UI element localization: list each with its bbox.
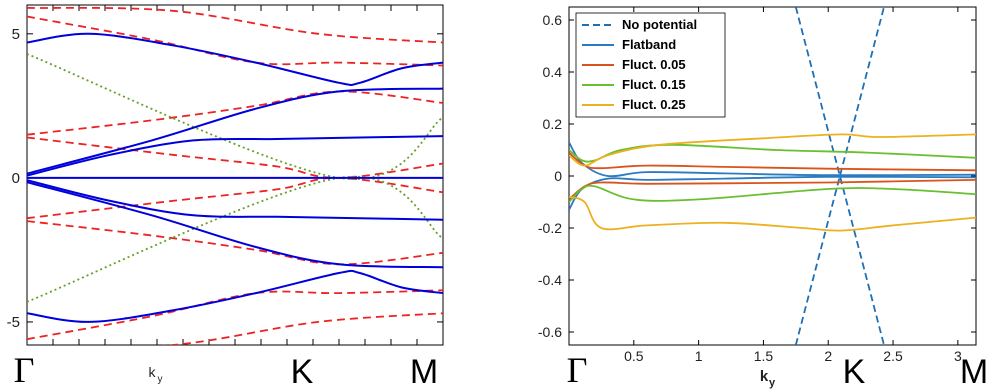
left-dashed-band-0 xyxy=(27,6,443,44)
right-y-tick-label: -0.2 xyxy=(538,220,562,236)
right-series-4-line-1 xyxy=(569,195,976,232)
right-axis-ticks: -0.6 -0.4 -0.2 0 0.2 0.4 0.6 0.5 1 1.5 2 2.5 3 xyxy=(538,7,976,364)
right-x-tick-label: 1.5 xyxy=(754,348,774,364)
right-y-tick-label: -0.4 xyxy=(538,272,562,288)
left-solid-band-0 xyxy=(27,32,443,86)
left-y-tick-label: 0 xyxy=(12,170,20,187)
left-x-label-K: K xyxy=(291,353,314,391)
left-x-label-k-subscript: y xyxy=(158,374,163,385)
plot-area-left xyxy=(26,4,444,346)
left-dashed-band-7 xyxy=(160,312,443,345)
left-solid-band-2 xyxy=(27,135,443,177)
right-series-3-line-1 xyxy=(569,184,976,203)
right-x-tick-label: 0.5 xyxy=(624,348,644,364)
right-y-tick-label: 0.4 xyxy=(543,64,563,80)
flatband-fluctuation-chart-right: -0.6 -0.4 -0.2 0 0.2 0.4 0.6 0.5 1 1.5 2 2.5 3 No po… xyxy=(538,6,988,391)
left-dashed-band-4 xyxy=(27,176,443,220)
right-x-label-gamma: Γ xyxy=(567,350,588,390)
right-series-group xyxy=(569,7,976,345)
left-y-tick-label: -5 xyxy=(7,314,20,331)
left-x-label-M: M xyxy=(410,353,438,391)
right-x-label-M: M xyxy=(960,353,988,391)
right-series-0-line-1 xyxy=(794,7,885,345)
left-solid-band-1 xyxy=(27,87,443,175)
left-dotted-band-1 xyxy=(27,175,443,303)
left-series-group xyxy=(27,6,443,345)
right-y-tick-label: 0 xyxy=(554,168,562,184)
right-x-tick-label: 1 xyxy=(695,348,703,364)
right-x-tick-label: 2.5 xyxy=(883,348,903,364)
right-x-label-K: K xyxy=(843,353,866,391)
left-y-tick-label: 5 xyxy=(12,26,20,43)
right-x-axis-label-k: k xyxy=(760,368,769,385)
legend-label-fluct-015: Fluct. 0.15 xyxy=(622,77,686,92)
left-solid-band-5 xyxy=(27,181,443,269)
right-y-tick-label: 0.2 xyxy=(543,116,563,132)
left-x-label-gamma: Γ xyxy=(14,350,35,390)
left-x-label-k: k xyxy=(149,364,157,380)
left-dashed-band-3 xyxy=(27,136,443,179)
right-series-3-line-0 xyxy=(569,143,976,163)
right-series-4-line-0 xyxy=(569,133,976,167)
right-series-0-line-0 xyxy=(794,7,885,345)
legend-label-fluct-025: Fluct. 0.25 xyxy=(622,97,686,112)
right-y-tick-label: 0.6 xyxy=(543,12,563,28)
left-solid-band-6 xyxy=(27,269,443,323)
band-structure-chart-left: -5 0 5 Γ k y K M xyxy=(7,4,444,391)
legend-label-fluct-005: Fluct. 0.05 xyxy=(622,57,686,72)
right-x-axis-label-subscript: y xyxy=(769,377,776,389)
left-dotted-band-0 xyxy=(27,53,443,181)
legend-label-no-potential: No potential xyxy=(622,17,697,32)
right-x-tick-label: 2 xyxy=(824,348,832,364)
right-x-tick-label: 3 xyxy=(954,348,962,364)
legend: No potential Flatband Fluct. 0.05 Fluct.… xyxy=(575,12,726,118)
legend-label-flatband: Flatband xyxy=(622,37,676,52)
right-y-tick-label: -0.6 xyxy=(538,324,562,340)
left-solid-band-4 xyxy=(27,179,443,221)
